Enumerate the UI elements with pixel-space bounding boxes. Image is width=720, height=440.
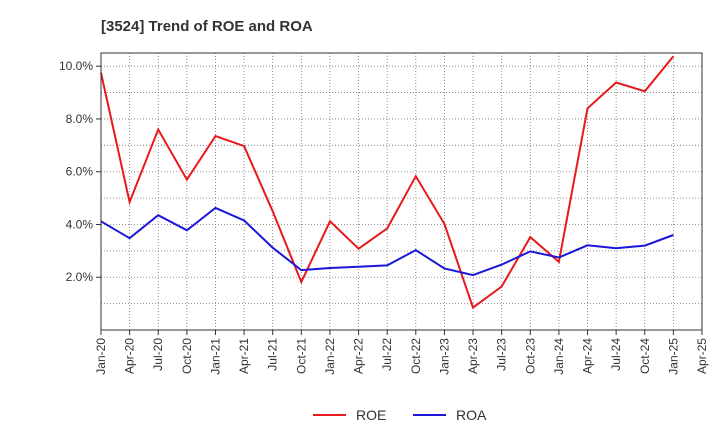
y-tick-label: 6.0% (66, 165, 94, 179)
x-tick-label: Jan-21 (208, 338, 222, 375)
x-tick-label: Jul-21 (266, 338, 280, 371)
y-tick-label: 8.0% (66, 112, 94, 126)
x-tick-label: Jan-22 (323, 338, 337, 375)
y-tick-label: 4.0% (66, 217, 94, 231)
x-tick-label: Jul-23 (495, 338, 509, 371)
x-tick-label: Apr-24 (581, 338, 595, 374)
x-tick-label: Jul-22 (380, 338, 394, 371)
x-tick-label: Jan-25 (666, 338, 680, 375)
x-tick-label: Apr-20 (123, 338, 137, 374)
series-line-roa (100, 206, 674, 277)
x-tick-label: Oct-21 (294, 338, 308, 374)
series-lines (100, 55, 675, 310)
x-tick-label: Jul-20 (151, 338, 165, 371)
x-tick-label: Jan-24 (552, 338, 566, 375)
plot-frame (100, 52, 703, 331)
legend-label-roe: ROE (356, 407, 386, 423)
x-tick-label: Apr-21 (237, 338, 251, 374)
x-tick-label: Oct-23 (523, 338, 537, 374)
x-tick-label: Jul-24 (609, 338, 623, 371)
legend: ROE ROA (313, 407, 487, 423)
legend-label-roa: ROA (456, 407, 487, 423)
grid (100, 53, 703, 330)
x-tick-label: Oct-24 (638, 338, 652, 374)
x-tick-label: Jan-23 (437, 338, 451, 375)
x-tick-label: Oct-22 (409, 338, 423, 374)
x-tick-label: Apr-25 (695, 338, 709, 374)
y-tick-label: 10.0% (59, 59, 93, 73)
series-line-roe (100, 55, 675, 310)
x-tick-label: Apr-23 (466, 338, 480, 374)
x-axis-ticks: Jan-20 Apr-20 Jul-20 Oct-20 Jan-21 Apr-21 Jul-… (94, 330, 709, 375)
x-tick-label: Apr-22 (352, 338, 366, 374)
y-tick-label: 2.0% (66, 270, 94, 284)
x-tick-label: Oct-20 (180, 338, 194, 374)
y-axis-ticks: 2.0% 4.0% 6.0% 8.0% 10.0% (59, 59, 101, 284)
chart-title: [3524] Trend of ROE and ROA (101, 18, 313, 35)
x-tick-label: Jan-20 (94, 338, 108, 375)
